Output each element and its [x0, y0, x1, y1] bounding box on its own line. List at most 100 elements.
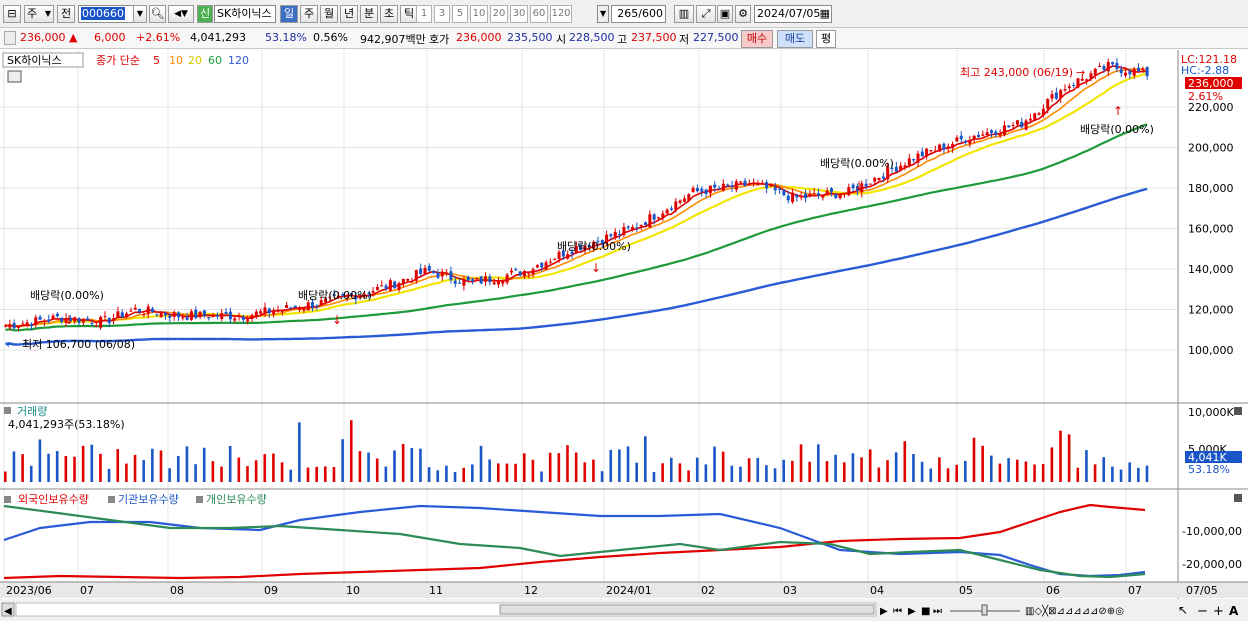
- stock-name-field[interactable]: SK하이닉스: [214, 5, 276, 23]
- candle-body: [938, 144, 942, 152]
- count-total: /600: [638, 7, 663, 20]
- scroll-left-arrow: ◀: [4, 606, 12, 617]
- interval-button[interactable]: 3: [434, 5, 450, 23]
- x-axis-label: 03: [783, 584, 797, 597]
- volume-bar: [1024, 461, 1028, 482]
- calculator-icon[interactable]: [7, 70, 22, 83]
- candle-body: [708, 185, 712, 194]
- close-icon[interactable]: [1234, 494, 1242, 502]
- candle-body: [410, 280, 414, 282]
- candle-body: [886, 166, 890, 180]
- interval-button[interactable]: 10: [470, 5, 488, 23]
- dividend-label: 배당락(0.00%): [1080, 123, 1154, 136]
- candle-body: [579, 244, 583, 251]
- prev-button[interactable]: 전: [57, 5, 75, 23]
- collapse-icon[interactable]: [4, 31, 16, 45]
- chart-type-icon[interactable]: ▥: [674, 5, 694, 23]
- play-icon[interactable]: ▶: [908, 606, 916, 617]
- candle-body: [73, 317, 77, 322]
- candle-body: [393, 281, 397, 289]
- volume-bar: [64, 455, 68, 482]
- candle-body: [817, 193, 821, 196]
- close-icon[interactable]: [1234, 407, 1242, 415]
- cursor-icon[interactable]: ↖: [1178, 603, 1188, 617]
- stop-icon[interactable]: ■: [921, 606, 930, 617]
- volume: 4,041,293: [190, 31, 246, 44]
- scroll-right-icon[interactable]: ▶: [880, 606, 888, 617]
- period-tab[interactable]: 주: [300, 5, 318, 23]
- candle-body: [202, 310, 206, 316]
- candlesticks[interactable]: [4, 57, 1149, 332]
- gear-icon[interactable]: ⚙: [735, 5, 751, 23]
- search-icon[interactable]: 🔍︎: [149, 5, 166, 23]
- volume-bar: [817, 444, 820, 482]
- sell-button[interactable]: 매도: [777, 30, 813, 48]
- layout-icon[interactable]: ⊟: [3, 5, 21, 23]
- price-ytick: 120,000: [1188, 304, 1234, 317]
- candle-body: [734, 181, 738, 190]
- last-page-icon[interactable]: ⏭: [933, 606, 942, 617]
- calendar-icon[interactable]: ▦: [819, 7, 830, 20]
- crosshair-icon[interactable]: ⤢: [696, 5, 716, 23]
- chevron-down-icon[interactable]: ▼: [133, 5, 147, 23]
- zoom-slider-handle[interactable]: [981, 604, 988, 616]
- count-field[interactable]: 265/600: [611, 5, 666, 23]
- candle-body: [479, 276, 483, 284]
- scroll-left-icon[interactable]: [1, 602, 15, 617]
- candle-body: [639, 224, 643, 227]
- text-tool-icon[interactable]: A: [1229, 604, 1239, 618]
- candle-body: [631, 227, 635, 230]
- candle-body: [449, 271, 453, 281]
- stock-chart[interactable]: SK하이닉스 종가 단순 5 10 20 60 120 220,000 200,0…: [0, 50, 1248, 621]
- candle-body: [445, 272, 449, 274]
- first-page-icon[interactable]: ⏮: [893, 606, 902, 617]
- date-field[interactable]: 2024/07/05 ▦: [754, 5, 832, 23]
- dividend-label: 배당락(0.00%): [30, 289, 104, 302]
- volume-bars: [4, 420, 1149, 482]
- buy-button[interactable]: 매수: [741, 30, 773, 48]
- volume-bar: [540, 471, 543, 482]
- interval-button[interactable]: 1: [416, 5, 432, 23]
- candle-body: [851, 184, 855, 189]
- candle-body: [64, 318, 68, 323]
- candle-body: [8, 324, 12, 328]
- speaker-icon[interactable]: ◀▼: [168, 5, 194, 23]
- candle-body: [94, 325, 98, 327]
- volume-bar: [185, 446, 189, 482]
- new-badge[interactable]: 신: [197, 5, 213, 23]
- draw-tools-icon[interactable]: ▥◇╳⊠⊿⊿⊿⊿⊿⊘⊕◎: [1025, 604, 1124, 617]
- candle-body: [133, 307, 137, 310]
- interval-button[interactable]: 60: [530, 5, 548, 23]
- scrollbar-thumb[interactable]: [499, 604, 875, 615]
- interval-button[interactable]: 20: [490, 5, 508, 23]
- volume-bar: [237, 457, 241, 482]
- period-tab[interactable]: 초: [380, 5, 398, 23]
- chevron-down-icon[interactable]: ▼: [597, 5, 609, 23]
- save-icon[interactable]: ▣: [717, 5, 733, 23]
- candle-body: [336, 295, 340, 298]
- candle-body: [120, 312, 124, 318]
- volume-bar: [453, 471, 457, 482]
- period-tab[interactable]: 년: [340, 5, 358, 23]
- zoom-in-icon[interactable]: +: [1213, 604, 1224, 619]
- interval-button[interactable]: 30: [510, 5, 528, 23]
- ask-price: 236,000: [456, 31, 502, 44]
- ma20-legend: 20: [188, 54, 202, 67]
- period-tab[interactable]: 분: [360, 5, 378, 23]
- period-dropdown[interactable]: 주 ▼: [24, 5, 54, 23]
- period-tab[interactable]: 일: [280, 5, 298, 23]
- eval-button[interactable]: 평: [816, 30, 836, 48]
- period-tab[interactable]: 월: [320, 5, 338, 23]
- candle-body: [488, 276, 492, 283]
- stock-name-box[interactable]: [2, 52, 84, 68]
- candle-body: [436, 272, 440, 278]
- candle-body: [773, 187, 777, 191]
- zoom-out-icon[interactable]: −: [1197, 604, 1208, 619]
- interval-button[interactable]: 5: [452, 5, 468, 23]
- candle-body: [371, 291, 375, 293]
- volume-bar: [955, 464, 958, 482]
- stock-code-input[interactable]: 000660: [78, 5, 136, 23]
- interval-button[interactable]: 120: [550, 5, 572, 23]
- candle-body: [514, 269, 518, 271]
- institution-line: [3, 504, 1146, 578]
